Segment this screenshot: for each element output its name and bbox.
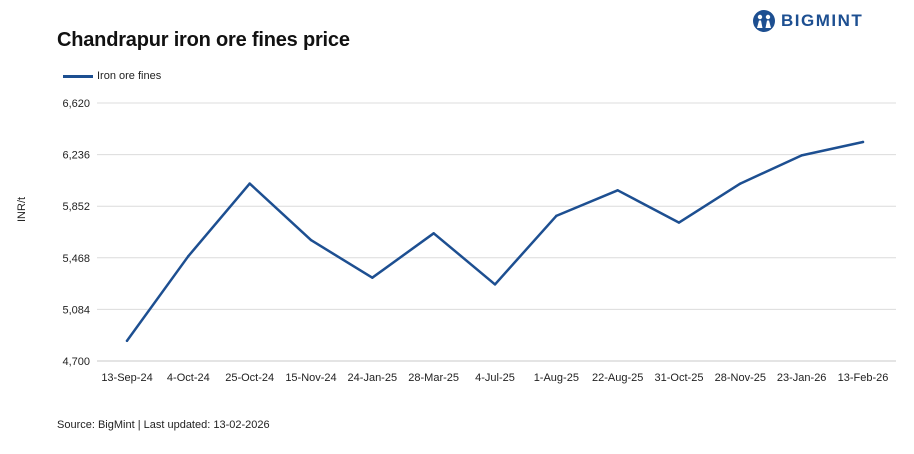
x-tick-label: 13-Feb-26 bbox=[838, 372, 889, 384]
data-point bbox=[125, 339, 129, 343]
data-point bbox=[248, 182, 251, 185]
y-tick-label: 5,468 bbox=[62, 253, 90, 265]
brand-logo: BIGMINT bbox=[752, 9, 863, 33]
data-point bbox=[616, 189, 619, 192]
x-tick-label: 25-Oct-24 bbox=[225, 372, 274, 384]
brand-name: BIGMINT bbox=[781, 11, 864, 30]
y-tick-label: 6,236 bbox=[62, 150, 90, 162]
x-tick-label: 1-Aug-25 bbox=[534, 372, 579, 384]
x-tick-label: 13-Sep-24 bbox=[101, 372, 152, 384]
data-point bbox=[493, 283, 497, 286]
chart-title: Chandrapur iron ore fines price bbox=[57, 29, 350, 51]
data-point bbox=[861, 140, 865, 144]
x-tick-label: 28-Nov-25 bbox=[715, 372, 766, 384]
y-tick-label: 5,852 bbox=[62, 201, 90, 213]
data-point bbox=[677, 221, 681, 224]
y-tick-label: 6,620 bbox=[62, 98, 90, 110]
data-point bbox=[371, 276, 374, 279]
y-axis-ticks: 4,700 5,084 5,468 5,852 6,236 6,620 bbox=[62, 98, 90, 368]
data-point bbox=[555, 214, 558, 218]
x-tick-label: 22-Aug-25 bbox=[592, 372, 643, 384]
x-tick-label: 15-Nov-24 bbox=[285, 372, 336, 384]
x-tick-label: 4-Jul-25 bbox=[475, 372, 515, 384]
chart-legend: Iron ore fines bbox=[63, 70, 161, 82]
data-point bbox=[187, 254, 190, 258]
x-axis-ticks: 13-Sep-24 4-Oct-24 25-Oct-24 15-Nov-24 24-Ja… bbox=[101, 372, 888, 384]
grid-lines bbox=[97, 102, 896, 362]
data-point bbox=[739, 182, 742, 185]
y-tick-label: 5,084 bbox=[62, 304, 90, 316]
x-tick-label: 24-Jan-25 bbox=[348, 372, 398, 384]
data-point bbox=[432, 232, 435, 235]
source-note: Source: BigMint | Last updated: 13-02-20… bbox=[57, 419, 270, 431]
x-tick-label: 28-Mar-25 bbox=[408, 372, 459, 384]
bigmint-logo-icon bbox=[753, 10, 775, 32]
y-tick-label: 4,700 bbox=[62, 356, 90, 368]
data-point bbox=[800, 154, 803, 157]
data-point bbox=[309, 238, 313, 242]
x-tick-label: 4-Oct-24 bbox=[167, 372, 210, 384]
legend-label: Iron ore fines bbox=[97, 70, 162, 82]
series-line bbox=[125, 140, 865, 343]
x-tick-label: 31-Oct-25 bbox=[655, 372, 704, 384]
x-tick-label: 23-Jan-26 bbox=[777, 372, 827, 384]
series-layer bbox=[125, 140, 865, 343]
legend-swatch bbox=[63, 74, 93, 78]
